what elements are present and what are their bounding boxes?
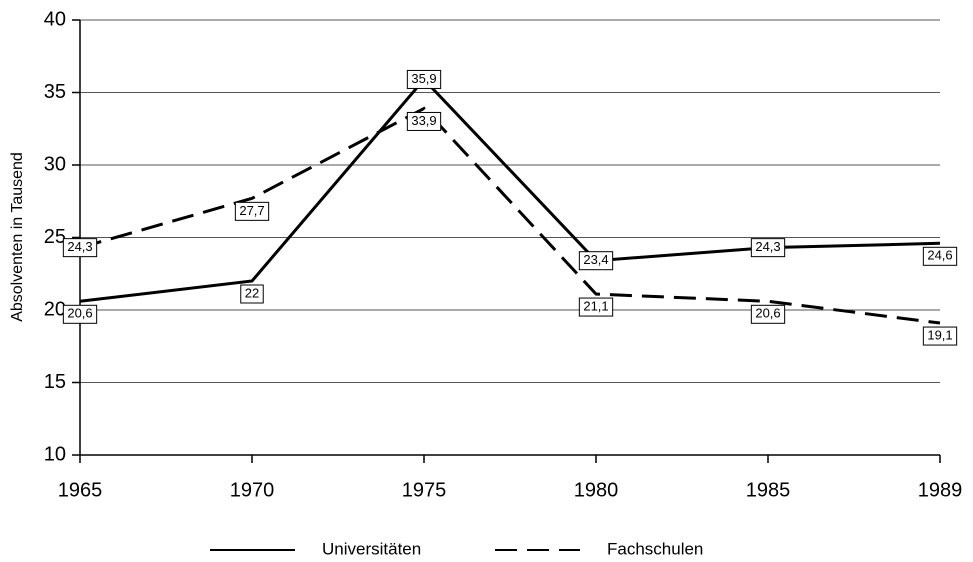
- y-tick-label: 15: [44, 371, 66, 393]
- x-tick-label: 1970: [230, 479, 275, 501]
- data-label: 20,6: [750, 304, 786, 324]
- data-label: 23,4: [578, 251, 614, 271]
- data-label-box: [234, 201, 270, 221]
- data-label-text: 21,1: [583, 298, 608, 313]
- data-label-box: [750, 304, 786, 324]
- y-tick-label: 35: [44, 81, 66, 103]
- data-label: 19,1: [922, 326, 958, 346]
- y-tick-label: 25: [44, 226, 66, 248]
- data-label: 24,6: [922, 246, 958, 266]
- y-tick-label: 30: [44, 153, 66, 175]
- x-tick-label: 1975: [402, 479, 447, 501]
- series-line: [79, 77, 941, 303]
- data-label-box: [240, 284, 264, 304]
- legend-label: Universitäten: [322, 539, 421, 558]
- x-tick-label: 1989: [918, 479, 963, 501]
- y-tick-label: 10: [44, 443, 66, 465]
- data-label: 33,9: [406, 111, 442, 131]
- data-label-box: [406, 111, 442, 131]
- data-label-text: 24,3: [67, 239, 92, 254]
- data-label-box: [406, 69, 442, 89]
- data-label-text: 35,9: [411, 71, 436, 86]
- data-label-box: [62, 238, 98, 258]
- y-tick-label: 20: [44, 298, 66, 320]
- data-label: 24,3: [62, 238, 98, 258]
- data-label-box: [922, 246, 958, 266]
- data-label: 20,6: [62, 304, 98, 324]
- data-label-text: 20,6: [67, 306, 92, 321]
- data-label: 22: [240, 284, 264, 304]
- x-tick-label: 1965: [58, 479, 103, 501]
- data-label: 21,1: [578, 297, 614, 317]
- x-tick-label: 1980: [574, 479, 619, 501]
- data-label-box: [922, 326, 958, 346]
- data-label-text: 33,9: [411, 113, 436, 128]
- y-tick-label: 40: [44, 8, 66, 30]
- data-label-text: 24,3: [755, 239, 780, 254]
- legend-label: Fachschulen: [607, 539, 703, 558]
- data-label: 27,7: [234, 201, 270, 221]
- data-label-box: [578, 251, 614, 271]
- data-label-box: [578, 297, 614, 317]
- data-label-box: [62, 304, 98, 324]
- data-label-text: 24,6: [927, 248, 952, 263]
- data-label-text: 20,6: [755, 306, 780, 321]
- x-tick-label: 1985: [746, 479, 791, 501]
- data-label-text: 23,4: [583, 252, 608, 267]
- data-label-text: 22: [245, 285, 259, 300]
- data-label-text: 27,7: [239, 203, 264, 218]
- data-label-box: [750, 238, 786, 258]
- data-label: 35,9: [406, 69, 442, 89]
- y-axis-label: Absolventen in Tausend: [9, 152, 26, 322]
- data-label: 24,3: [750, 238, 786, 258]
- series-line: [79, 106, 941, 325]
- data-label-text: 19,1: [927, 327, 952, 342]
